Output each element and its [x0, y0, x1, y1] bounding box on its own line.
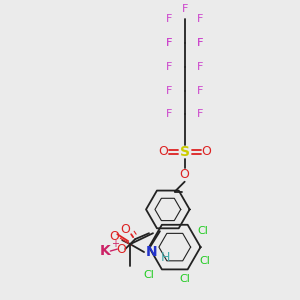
Text: F: F [197, 14, 204, 24]
Text: S: S [180, 145, 190, 159]
Text: K: K [100, 244, 111, 258]
Text: O: O [158, 146, 168, 158]
Text: N: N [146, 245, 158, 259]
Text: F: F [197, 109, 204, 119]
Text: H: H [161, 251, 170, 265]
Text: F: F [166, 38, 172, 48]
Text: Cl: Cl [199, 256, 210, 266]
Text: +: + [111, 239, 119, 249]
Text: F: F [197, 38, 204, 48]
Text: F: F [166, 14, 172, 24]
Text: O: O [116, 243, 126, 256]
Text: O: O [110, 230, 119, 243]
Text: F: F [166, 38, 172, 48]
Text: F: F [197, 38, 204, 48]
Text: F: F [197, 85, 204, 96]
Text: O: O [180, 168, 190, 181]
Text: Cl: Cl [197, 226, 208, 236]
Text: F: F [166, 85, 172, 96]
Text: O: O [120, 223, 130, 236]
Text: Cl: Cl [179, 274, 190, 284]
Text: F: F [182, 4, 188, 14]
Text: O: O [202, 146, 212, 158]
Text: Cl: Cl [144, 270, 154, 280]
Text: F: F [166, 109, 172, 119]
Text: F: F [197, 62, 204, 72]
Text: F: F [166, 62, 172, 72]
